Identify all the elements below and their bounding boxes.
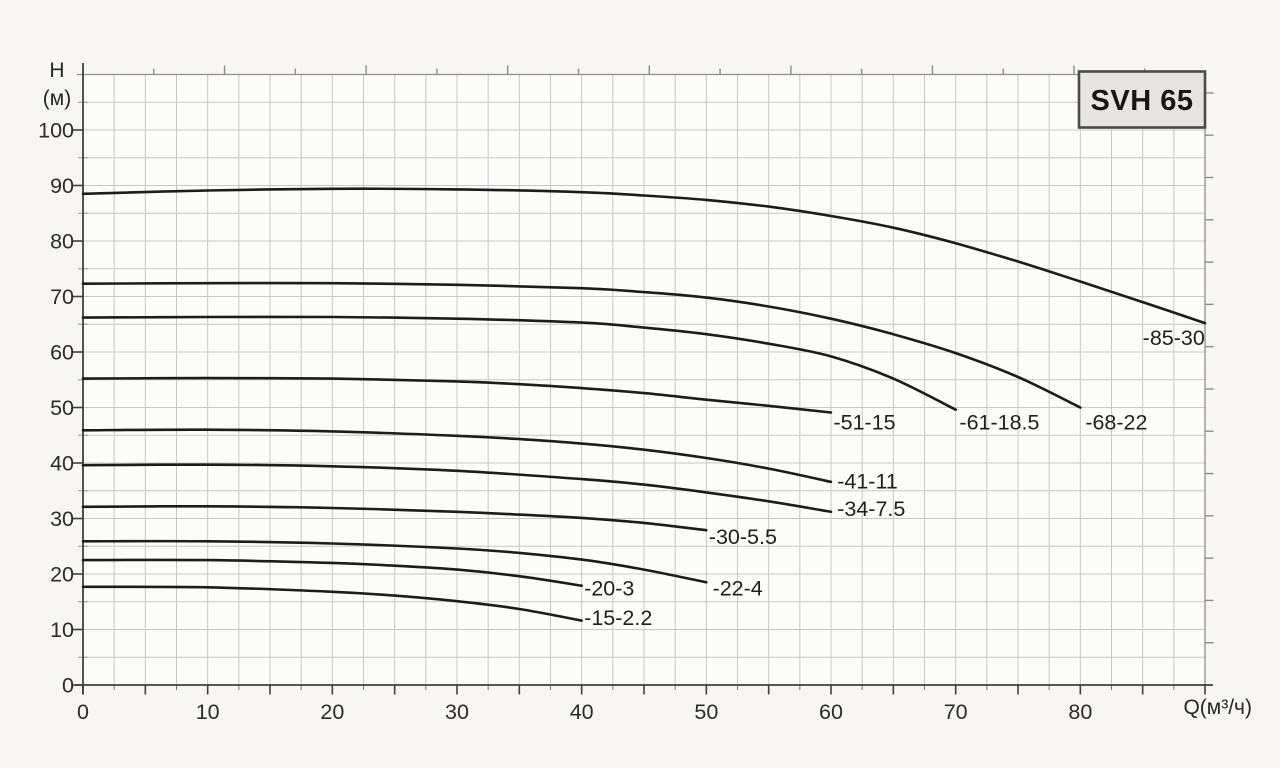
curve-68-22 bbox=[81, 281, 1082, 409]
y-tick-label: 20 bbox=[50, 563, 74, 587]
curve-61-18.5 bbox=[81, 315, 957, 411]
axis-tick-labels: 0 10 20 30 40 50 60 70 80 0 10 20 30 40 50 60 70 80 90 100 bbox=[38, 119, 1092, 725]
y-tick-label: 30 bbox=[50, 507, 74, 531]
curve-22-4 bbox=[81, 539, 708, 584]
curve-label-15-2.2: -15-2.2 bbox=[584, 606, 652, 630]
curve-30-5.5 bbox=[81, 504, 708, 532]
curve-label-51-15: -51-15 bbox=[833, 410, 895, 434]
curve-label-34-7.5: -34-7.5 bbox=[837, 497, 905, 521]
chart-frame bbox=[77, 73, 1206, 685]
y-tick-label: 50 bbox=[50, 396, 74, 420]
x-tick-label: 70 bbox=[944, 700, 968, 724]
x-tick-label: 10 bbox=[196, 700, 220, 724]
y-tick-label: 100 bbox=[38, 119, 74, 143]
curve-label-30-5.5: -30-5.5 bbox=[709, 525, 777, 549]
curve-label-22-4: -22-4 bbox=[713, 576, 763, 600]
curve-label-20-3: -20-3 bbox=[584, 576, 634, 600]
curve-labels: -85-30 -68-22 -61-18.5 -51-15 -41-11 -34-7.5 -… bbox=[584, 326, 1205, 630]
y-tick-label: 10 bbox=[50, 618, 74, 642]
y-tick-label: 0 bbox=[62, 674, 74, 698]
y-tick-label: 60 bbox=[50, 341, 74, 365]
chart-title-box: SVH 65 bbox=[1077, 70, 1207, 129]
x-tick-label: 30 bbox=[445, 700, 469, 724]
chart-title: SVH 65 bbox=[1091, 85, 1194, 117]
curve-15-2.2 bbox=[81, 585, 583, 622]
x-tick-label: 20 bbox=[320, 700, 344, 724]
curve-85-30 bbox=[81, 187, 1207, 325]
y-tick-label: 70 bbox=[50, 285, 74, 309]
curve-34-7.5 bbox=[81, 463, 833, 514]
x-tick-label: 40 bbox=[570, 700, 594, 724]
curve-label-85-30: -85-30 bbox=[1143, 326, 1205, 350]
y-axis-title: H bbox=[49, 59, 64, 82]
y-tick-label: 80 bbox=[50, 230, 74, 254]
y-tick-label: 90 bbox=[50, 174, 74, 198]
curve-label-68-22: -68-22 bbox=[1085, 410, 1147, 434]
x-tick-label: 50 bbox=[694, 700, 718, 724]
x-tick-label: 0 bbox=[77, 700, 89, 724]
curve-label-61-18.5: -61-18.5 bbox=[959, 410, 1039, 434]
pump-curves bbox=[81, 187, 1207, 622]
chart-title-box-frame bbox=[1077, 70, 1207, 129]
curve-41-11 bbox=[81, 428, 833, 484]
x-axis-title: Q(м³/ч) bbox=[1183, 696, 1252, 719]
y-axis-unit: (м) bbox=[43, 87, 71, 110]
curve-20-3 bbox=[81, 558, 583, 587]
curve-51-15 bbox=[81, 376, 833, 414]
y-tick-label: 40 bbox=[50, 452, 74, 476]
x-tick-label: 80 bbox=[1068, 700, 1092, 724]
x-tick-label: 60 bbox=[819, 700, 843, 724]
curve-label-41-11: -41-11 bbox=[837, 469, 898, 493]
